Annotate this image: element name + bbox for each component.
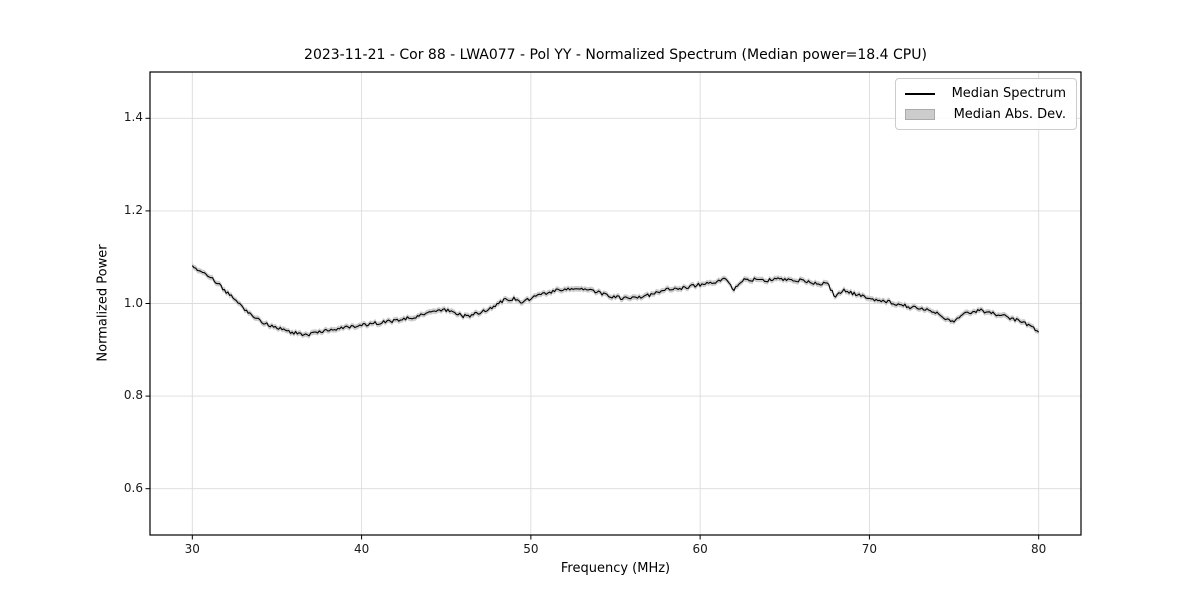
patch-swatch-icon — [905, 109, 935, 120]
legend: Median Spectrum Median Abs. Dev. — [895, 78, 1077, 130]
x-tick-label: 40 — [353, 542, 370, 556]
y-tick-label: 0.6 — [123, 480, 143, 495]
x-tick-label: 50 — [523, 542, 539, 556]
legend-item-median-spectrum: Median Spectrum — [905, 86, 1066, 101]
legend-label: Median Abs. Dev. — [953, 107, 1066, 122]
y-tick-label: 1.4 — [123, 110, 143, 125]
x-tick-label: 30 — [184, 542, 200, 556]
x-axis-label: Frequency (MHz) — [560, 561, 671, 576]
plot-title: 2023-11-21 - Cor 88 - LWA077 - Pol YY - … — [304, 47, 927, 63]
y-tick-label: 1.2 — [123, 202, 143, 217]
y-tick-label: 1.0 — [123, 295, 143, 310]
x-tick-label: 80 — [1031, 542, 1047, 556]
line-swatch-icon — [905, 92, 935, 95]
grid-lines — [150, 72, 1081, 535]
x-tick-label: 70 — [861, 542, 878, 556]
tick-marks — [145, 117, 1040, 540]
median-spectrum-line — [191, 265, 1040, 337]
legend-label: Median Spectrum — [951, 86, 1066, 101]
x-tick-label: 60 — [692, 542, 708, 556]
y-tick-label: 0.8 — [123, 388, 143, 403]
median-abs-dev-band — [192, 262, 1039, 339]
legend-item-median-abs-dev: Median Abs. Dev. — [905, 107, 1066, 122]
